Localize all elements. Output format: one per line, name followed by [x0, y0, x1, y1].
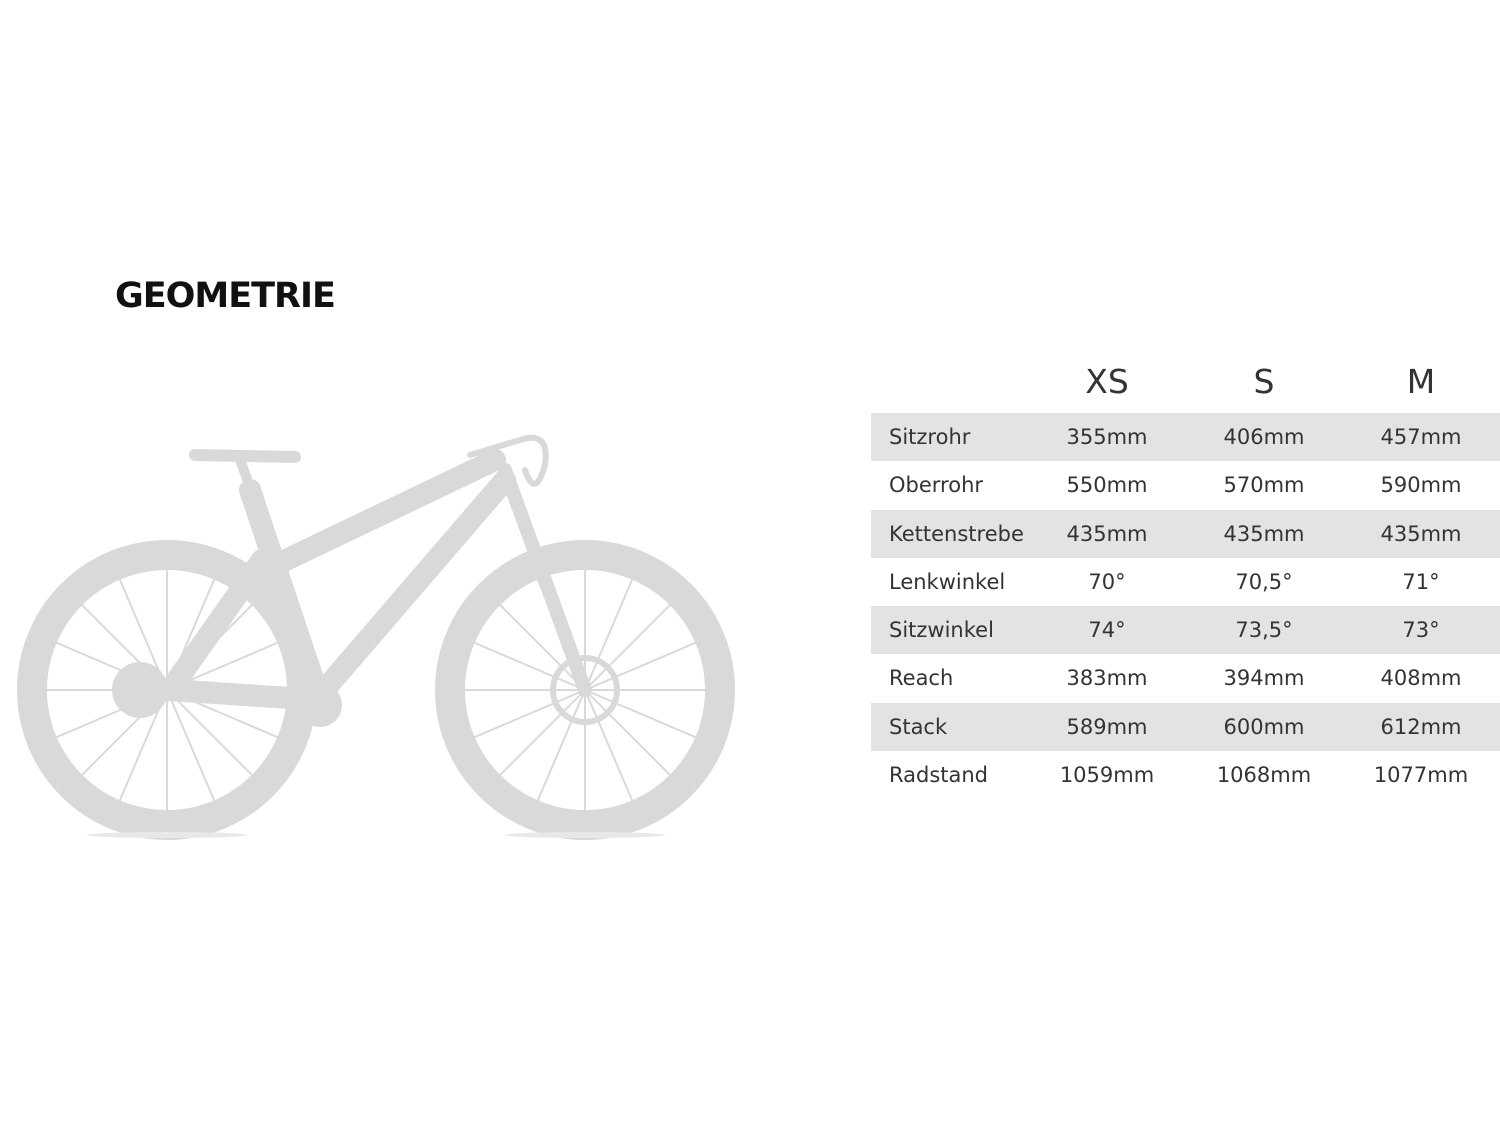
cell-value: 435mm — [1066, 521, 1148, 546]
cell-value: 1077mm — [1373, 763, 1469, 788]
cell-value: 383mm — [1066, 666, 1148, 691]
cell-value: 435mm — [1380, 521, 1462, 546]
cell-value: 73° — [1402, 618, 1440, 643]
row-label: Stack — [889, 714, 948, 739]
row-label: Sitzrohr — [889, 425, 971, 449]
cell-value: 355mm — [1066, 425, 1148, 449]
cell-value: 612mm — [1380, 714, 1462, 739]
size-header-row: XS S M — [871, 362, 1500, 413]
table-row: Stack 589mm 600mm 612mm — [871, 702, 1500, 752]
geometry-table: XS S M Sitzrohr 355mm 406mm 457mm Oberrohr 55… — [871, 362, 1500, 799]
table-row: Kettenstrebe 435mm 435mm 435mm — [871, 509, 1500, 558]
cell-value: 600mm — [1223, 714, 1305, 739]
page-title: GEOMETRIE — [115, 276, 336, 316]
cell-value: 1059mm — [1059, 763, 1155, 788]
cell-value: 457mm — [1380, 425, 1462, 449]
cell-value: 394mm — [1223, 666, 1305, 691]
row-label: Sitzwinkel — [889, 618, 994, 643]
size-header-s: S — [1253, 362, 1275, 401]
cell-value: 570mm — [1223, 473, 1305, 498]
cell-value: 70° — [1088, 569, 1126, 594]
row-label: Kettenstrebe — [889, 521, 1024, 546]
table-row: Radstand 1059mm 1068mm 1077mm — [871, 751, 1500, 799]
seatstay — [159, 549, 273, 701]
cell-value: 590mm — [1380, 473, 1462, 498]
table-row: Lenkwinkel 70° 70,5° 71° — [871, 558, 1500, 606]
size-header-xs: XS — [1085, 362, 1129, 401]
cell-value: 74° — [1088, 618, 1126, 643]
seatpost — [235, 455, 260, 505]
bike-silhouette-image — [17, 434, 735, 840]
cell-value: 408mm — [1380, 666, 1462, 691]
chainstay — [159, 679, 331, 711]
handlebar — [467, 434, 549, 487]
row-label: Radstand — [889, 763, 989, 788]
cell-value: 589mm — [1066, 714, 1148, 739]
front-wheel — [435, 540, 735, 840]
cell-value: 406mm — [1223, 425, 1305, 449]
cell-value: 435mm — [1223, 521, 1305, 546]
cell-value: 73,5° — [1235, 618, 1293, 643]
cell-value: 70,5° — [1235, 569, 1293, 594]
top-tube — [254, 449, 506, 581]
row-label: Lenkwinkel — [889, 569, 1006, 594]
fork — [498, 463, 592, 697]
table-row: Sitzwinkel 74° 73,5° 73° — [871, 606, 1500, 655]
table-row: Sitzrohr 355mm 406mm 457mm — [871, 413, 1500, 462]
cell-value: 71° — [1402, 569, 1440, 594]
down-tube — [309, 469, 516, 706]
saddle — [189, 449, 301, 463]
cell-value: 1068mm — [1216, 763, 1312, 788]
row-label: Oberrohr — [889, 473, 984, 498]
seat-tube — [239, 479, 331, 711]
table-row: Reach 383mm 394mm 408mm — [871, 654, 1500, 702]
cell-value: 550mm — [1066, 473, 1148, 498]
table-row: Oberrohr 550mm 570mm 590mm — [871, 461, 1500, 509]
size-header-m: M — [1406, 362, 1436, 401]
row-label: Reach — [889, 666, 954, 691]
